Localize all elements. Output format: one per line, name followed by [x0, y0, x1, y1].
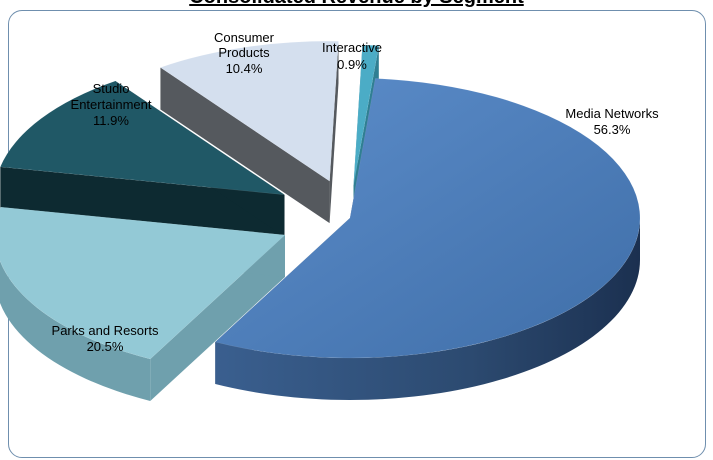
chart-title: Consolidated Revenue by Segment — [0, 0, 713, 8]
slice-label-interactive: Interactive — [322, 40, 382, 55]
pie-slices — [0, 40, 641, 401]
slice-edge-consumer-products-1 — [329, 41, 339, 224]
slice-side-parks-and-resorts — [0, 260, 151, 401]
slice-media-networks — [214, 78, 641, 359]
slice-pct-studio: 11.9% — [93, 113, 129, 128]
pie-labels: Media Networks 56.3% Parks and Resorts 2… — [52, 30, 660, 354]
slice-interactive — [353, 44, 380, 186]
slice-pct-consumer: 10.4% — [226, 61, 263, 76]
slice-edge-parks-and-resorts-0 — [150, 234, 285, 401]
slice-label-studio-line2: Entertainment — [71, 97, 152, 112]
slice-consumer-products — [159, 40, 339, 182]
slice-label-parks-and-resorts: Parks and Resorts — [52, 323, 159, 338]
slice-label-media-networks: Media Networks — [565, 106, 659, 121]
slice-label-studio-line1: Studio — [93, 81, 130, 96]
slice-edge-consumer-products-0 — [160, 67, 330, 224]
slice-pct-media-networks: 56.3% — [594, 122, 631, 137]
slice-label-consumer-line1: Consumer — [214, 30, 275, 45]
chart-title-strip: Consolidated Revenue by Segment — [0, 0, 713, 8]
slice-edge-studio-entertainment-0 — [0, 166, 285, 237]
slice-pct-interactive: 0.9% — [337, 57, 367, 72]
slice-label-consumer-line2: Products — [218, 45, 270, 60]
slice-parks-and-resorts — [0, 206, 286, 360]
slice-studio-entertainment — [0, 80, 285, 195]
slice-pct-parks-and-resorts: 20.5% — [87, 339, 124, 354]
slice-side-media-networks — [215, 218, 640, 400]
